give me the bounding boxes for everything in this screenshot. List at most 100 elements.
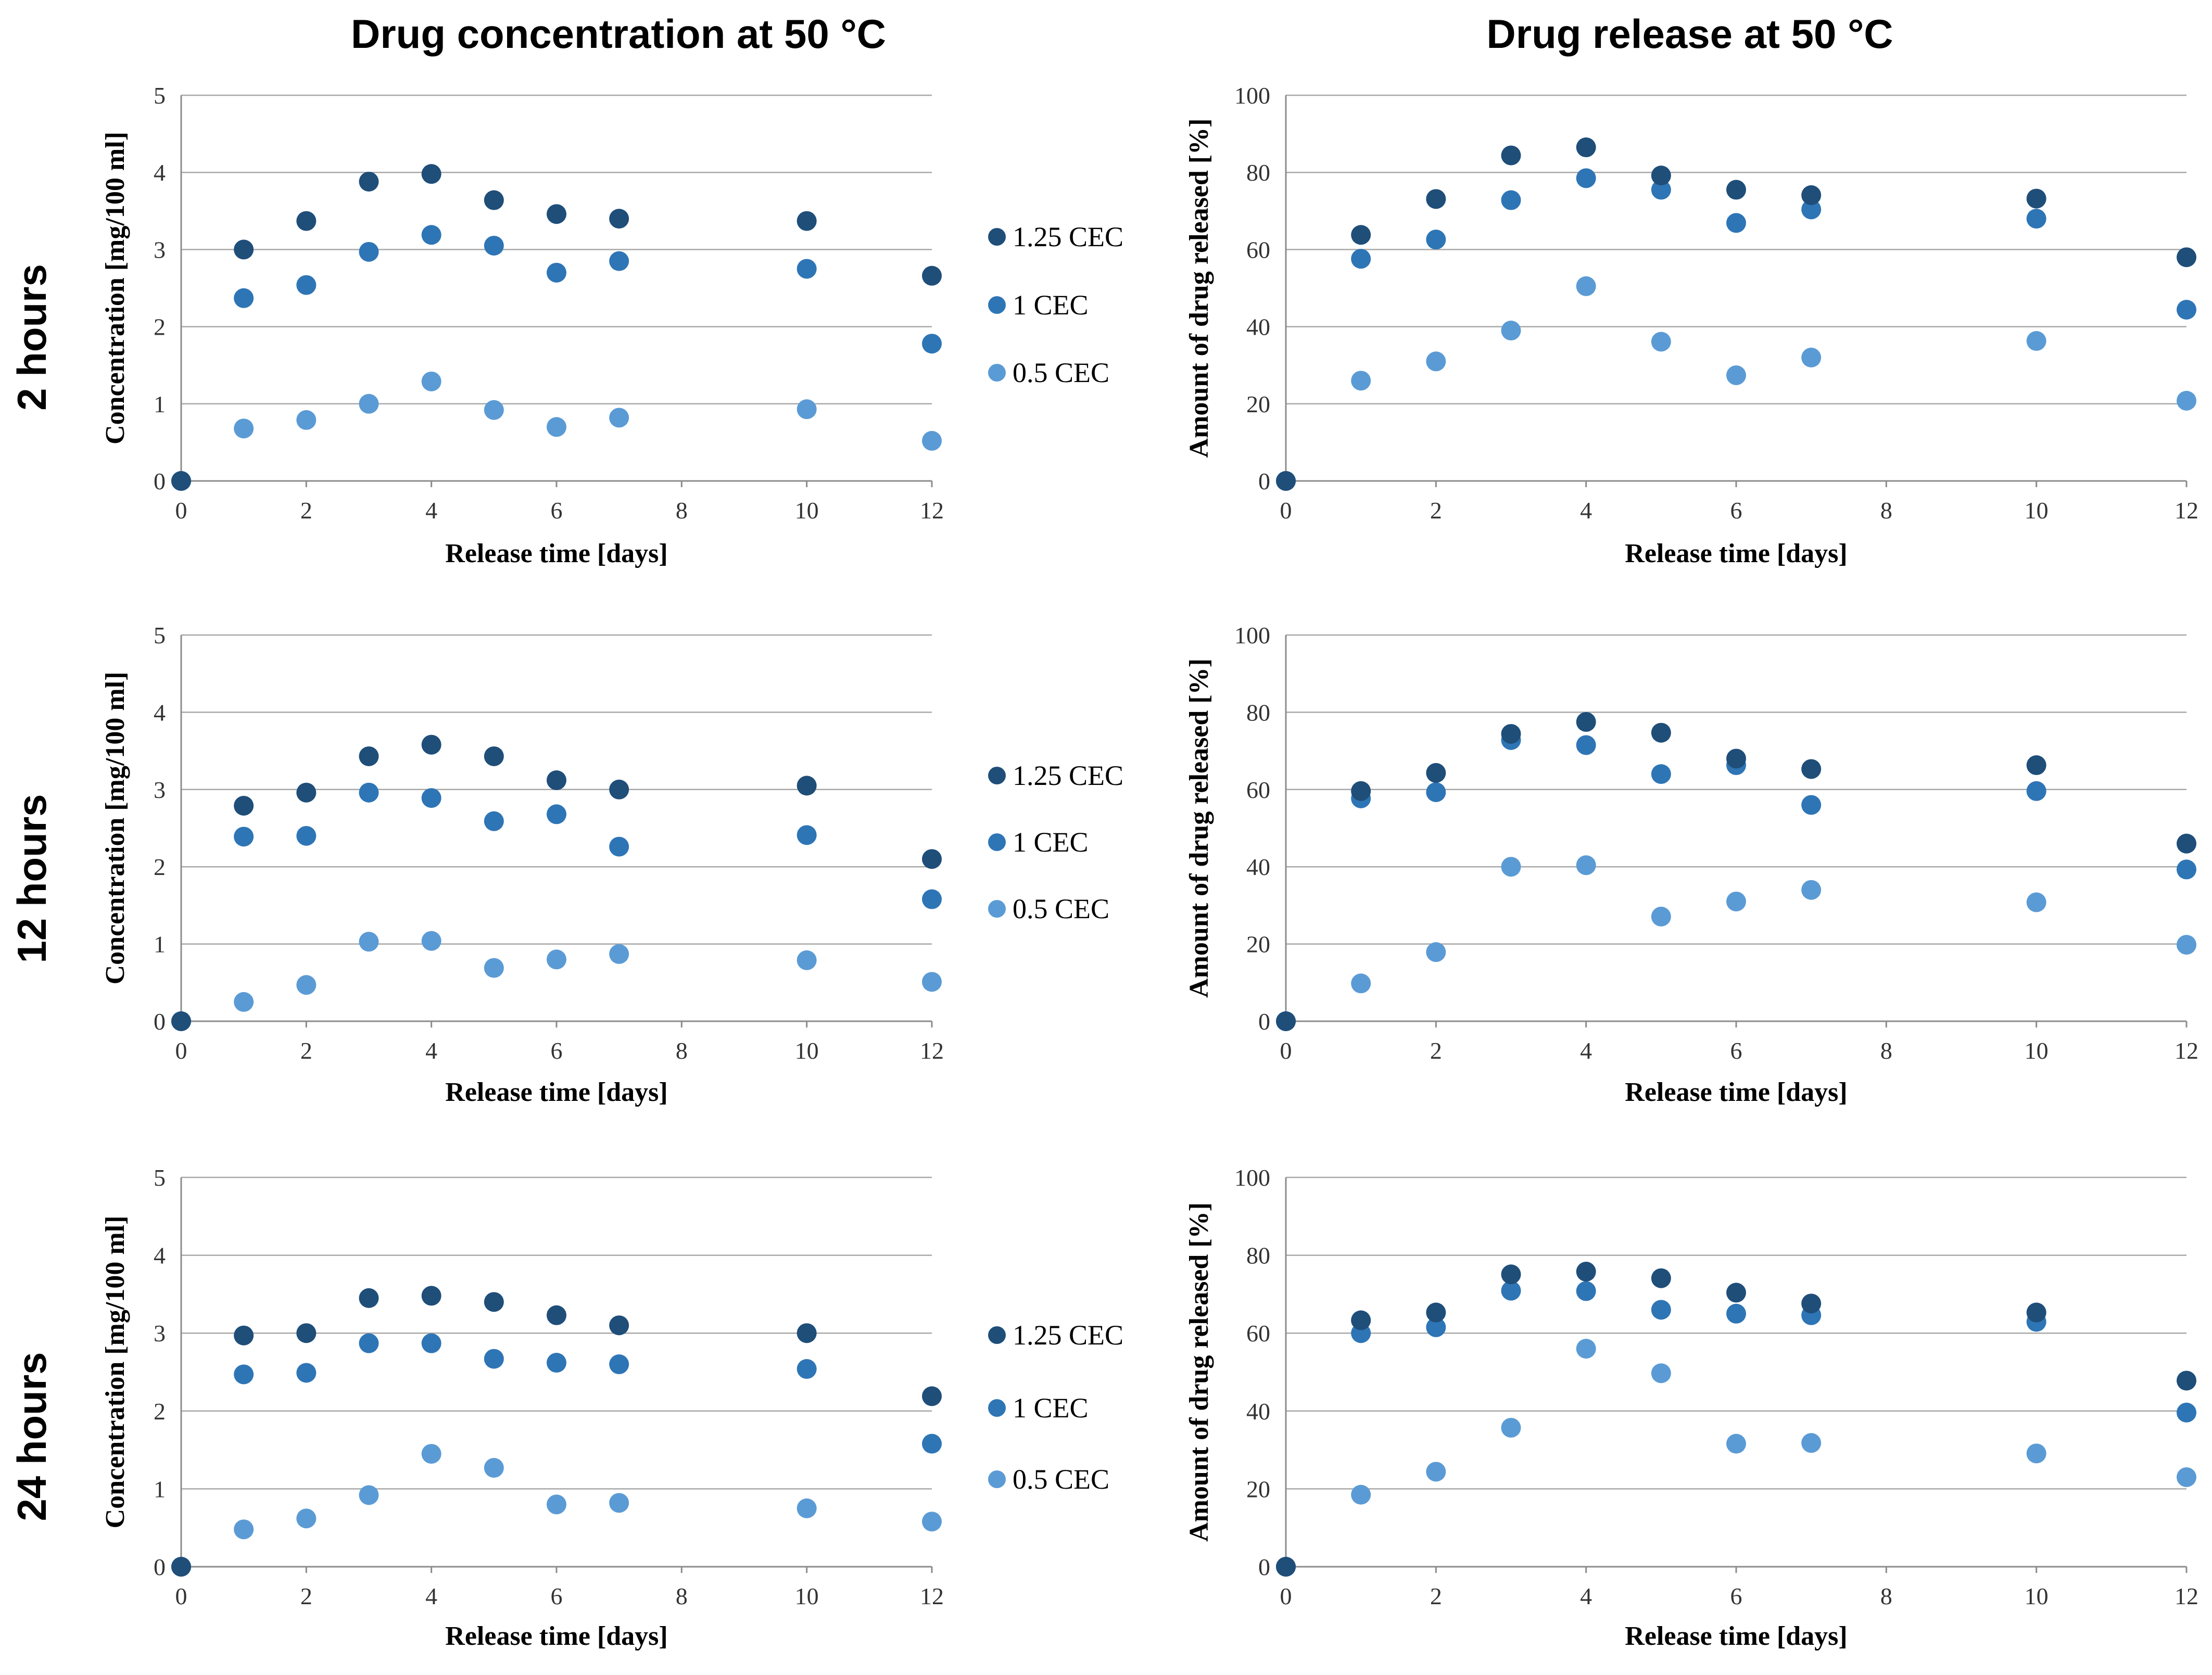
point-1-cec	[421, 1333, 441, 1353]
y-axis-title: Concentration [mg/100 ml]	[100, 1216, 130, 1529]
legend-label-05-cec: 0.5 CEC	[1013, 1464, 1109, 1495]
point-1-cec	[359, 1333, 379, 1353]
point-05-cec	[2177, 935, 2196, 955]
y-tick-label: 80	[1246, 699, 1270, 726]
point-1-cec	[1651, 180, 1671, 200]
point-125-cec	[1501, 724, 1521, 744]
x-tick-label: 12	[2175, 1583, 2198, 1609]
y-tick-label: 60	[1246, 1320, 1270, 1347]
x-tick-label: 8	[676, 1037, 688, 1064]
point-05-cec	[484, 958, 504, 978]
point-1-cec	[234, 827, 254, 847]
y-tick-label: 4	[154, 1242, 166, 1269]
y-tick-label: 0	[1258, 1554, 1270, 1580]
point-05-cec	[547, 949, 566, 970]
point-05-cec	[234, 992, 254, 1012]
point-125-cec	[547, 770, 566, 790]
y-tick-label: 100	[1234, 82, 1270, 109]
point-1-cec	[2177, 859, 2196, 880]
x-tick-label: 8	[676, 1583, 688, 1609]
x-tick-label: 4	[1580, 1583, 1592, 1609]
x-tick-label: 6	[1730, 497, 1742, 524]
point-125-cec	[421, 164, 441, 184]
y-tick-label: 2	[154, 854, 166, 880]
point-125-cec	[296, 782, 317, 803]
point-05-cec	[1726, 365, 1746, 385]
point-1-cec	[484, 1349, 504, 1369]
x-tick-label: 2	[300, 497, 312, 524]
point-05-cec	[1726, 1433, 1746, 1454]
point-1-cec	[2026, 209, 2046, 229]
x-tick-label: 0	[1280, 1583, 1292, 1609]
point-125-cec	[1351, 781, 1371, 801]
point-1-cec	[1801, 199, 1822, 220]
point-125-cec	[797, 776, 817, 796]
x-axis-title: Release time [days]	[1625, 539, 1847, 568]
point-05-cec	[1801, 347, 1822, 367]
point-1-cec	[1501, 190, 1521, 210]
point-05-cec	[296, 410, 317, 430]
x-tick-label: 4	[425, 1037, 437, 1064]
point-125-cec	[922, 265, 942, 286]
point-05-cec	[2177, 390, 2196, 411]
row-label-2-hours: 2 hours	[9, 264, 55, 411]
x-axis-title: Release time [days]	[445, 1621, 667, 1651]
point-125-cec	[2026, 188, 2046, 209]
point-125-cec	[1276, 1557, 1296, 1577]
x-tick-label: 12	[920, 1037, 944, 1064]
y-tick-label: 4	[154, 699, 166, 726]
point-125-cec	[922, 849, 942, 869]
point-1-cec	[2177, 299, 2196, 320]
point-125-cec	[609, 779, 629, 800]
point-125-cec	[1801, 759, 1822, 779]
point-125-cec	[296, 211, 317, 231]
point-125-cec	[171, 1557, 191, 1577]
point-05-cec	[1351, 371, 1371, 391]
point-125-cec	[359, 1288, 379, 1308]
x-tick-label: 12	[920, 1583, 944, 1609]
y-tick-label: 0	[1258, 1008, 1270, 1035]
point-125-cec	[547, 1305, 566, 1325]
point-05-cec	[421, 371, 441, 391]
point-125-cec	[359, 746, 379, 766]
point-05-cec	[1351, 1484, 1371, 1505]
point-1-cec	[234, 288, 254, 308]
x-tick-label: 8	[1880, 1037, 1892, 1064]
point-1-cec	[296, 1363, 317, 1383]
point-125-cec	[1726, 748, 1746, 769]
legend-label-1-cec: 1 CEC	[1013, 1392, 1089, 1424]
y-tick-label: 0	[154, 468, 166, 494]
x-tick-label: 0	[1280, 1037, 1292, 1064]
point-05-cec	[1426, 942, 1446, 962]
point-05-cec	[2026, 1443, 2046, 1464]
point-1-cec	[922, 889, 942, 909]
x-tick-label: 10	[2025, 1037, 2049, 1064]
y-tick-label: 2	[154, 1398, 166, 1425]
y-tick-label: 0	[1258, 468, 1270, 494]
point-125-cec	[484, 190, 504, 210]
point-05-cec	[296, 1508, 317, 1529]
point-125-cec	[609, 1315, 629, 1336]
point-125-cec	[1651, 1268, 1671, 1288]
point-1-cec	[296, 275, 317, 295]
point-05-cec	[922, 1512, 942, 1532]
point-125-cec	[1276, 1011, 1296, 1031]
point-125-cec	[234, 795, 254, 816]
y-tick-label: 2	[154, 314, 166, 340]
point-05-cec	[1576, 855, 1596, 875]
row-label-24-hours: 24 hours	[9, 1352, 55, 1521]
point-125-cec	[359, 171, 379, 192]
x-tick-label: 0	[1280, 497, 1292, 524]
chart-panel-6: 0 20 40 60 80 100 0 2 4 6 8 10 12 Release time [days]…	[1184, 1164, 2198, 1651]
x-tick-label: 12	[2175, 1037, 2198, 1064]
legend-label-05-cec: 0.5 CEC	[1013, 893, 1109, 924]
x-tick-label: 10	[795, 1037, 819, 1064]
x-tick-label: 2	[1430, 497, 1442, 524]
point-05-cec	[234, 418, 254, 439]
point-1-cec	[547, 262, 566, 283]
x-tick-label: 10	[2025, 1583, 2049, 1609]
y-tick-label: 1	[154, 931, 166, 958]
point-1-cec	[234, 1364, 254, 1385]
x-tick-label: 4	[1580, 1037, 1592, 1064]
